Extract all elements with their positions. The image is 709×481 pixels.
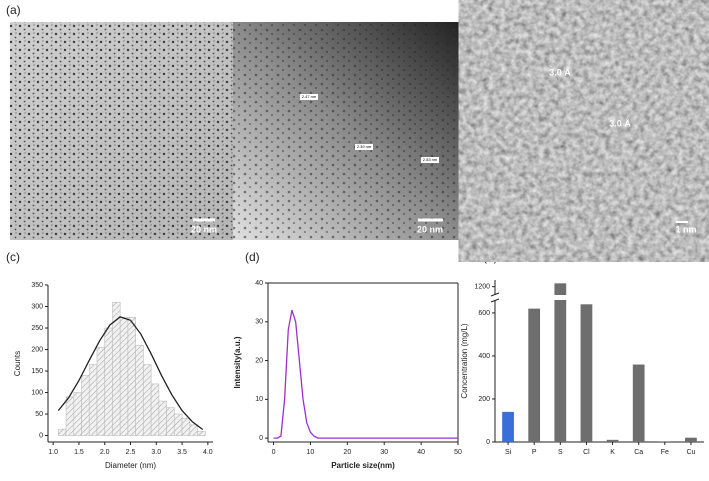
x-tick-label: 40 [417, 449, 425, 456]
annotation: 2.53 nm [423, 157, 438, 162]
histogram-bar [166, 407, 175, 436]
bar [606, 439, 619, 442]
y-tick-label: 20 [255, 357, 263, 364]
x-tick-label: 3.0 [151, 449, 161, 456]
tem-particles [10, 22, 233, 240]
y-tick-label: 300 [31, 303, 43, 310]
histogram-bar [174, 413, 183, 436]
x-tick-label: K [610, 449, 615, 456]
x-tick-label: Si [505, 449, 512, 456]
histogram-bar [119, 316, 129, 436]
hrtem-image [481, 22, 704, 240]
histogram-bar [127, 316, 136, 436]
histogram-bar [197, 430, 206, 436]
histogram-bar [189, 424, 198, 436]
panel-label: (e) [483, 250, 498, 264]
y-tick-label: 0 [486, 439, 490, 446]
histogram-bar [135, 344, 144, 436]
annotation-box [355, 144, 373, 150]
tem-particles [233, 22, 468, 240]
y-tick-label: 10 [255, 396, 263, 403]
histogram-bar [143, 364, 152, 436]
x-tick-label: 0 [272, 449, 276, 456]
x-axis-title: Diameter (nm) [105, 461, 156, 470]
histogram-bar [158, 400, 167, 436]
y-tick-label: 200 [31, 346, 43, 353]
x-tick-label: Cu [686, 449, 695, 456]
y-tick-label: 0 [39, 432, 43, 439]
y-axis-title: Concentration (mg/L) [460, 323, 469, 398]
annotation: 2.47 nm [302, 94, 317, 99]
x-tick-label: 50 [454, 449, 462, 456]
x-tick-label: Cl [583, 449, 590, 456]
histogram-bar [88, 364, 98, 436]
histogram-bar [150, 383, 160, 436]
y-tick-label: 350 [31, 282, 43, 289]
x-tick-label: 20 [343, 449, 351, 456]
bar [502, 411, 514, 442]
histogram-bar [73, 392, 82, 436]
axis-break [490, 298, 500, 303]
lattice-label: 3.0 Å [549, 67, 571, 77]
panel-label: (b) [483, 3, 498, 17]
x-axis-title: Particle size(nm) [331, 461, 395, 470]
axis-break [490, 292, 500, 297]
bar [554, 300, 567, 442]
annotation: 2.39 nm [357, 144, 372, 149]
panel-label: (d) [245, 250, 260, 264]
y-tick-label: 200 [478, 396, 490, 403]
x-tick-label: 2.5 [126, 449, 136, 456]
annotation-box [421, 157, 439, 163]
y-tick-label: 100 [31, 389, 43, 396]
y-tick-label: 0 [259, 435, 263, 442]
x-tick-label: 1.5 [74, 449, 84, 456]
histogram-bar [65, 396, 75, 436]
bar [658, 441, 671, 442]
y-tick-label: 50 [35, 411, 43, 418]
panel-label: (a) [6, 3, 21, 17]
y-axis-title: Intensity(a.u.) [233, 336, 242, 388]
x-tick-label: 3.5 [177, 449, 187, 456]
histogram-bar [81, 375, 90, 436]
bar [554, 283, 567, 295]
bar [528, 308, 541, 442]
x-tick-label: 2.0 [100, 449, 110, 456]
scale-label: 20 nm [417, 224, 443, 234]
x-tick-label: 10 [307, 449, 315, 456]
scale-label: 1 nm [675, 224, 696, 234]
x-tick-label: S [558, 449, 563, 456]
y-tick-label: 1200 [474, 284, 490, 291]
y-tick-label: 150 [31, 368, 43, 375]
histogram-bar [96, 347, 106, 436]
y-axis-title: Counts [13, 351, 22, 376]
x-tick-label: 4.0 [203, 449, 213, 456]
scale-label: 20 nm [191, 224, 217, 234]
y-tick-label: 600 [478, 310, 490, 317]
bar [685, 437, 697, 442]
panel-label: (c) [6, 250, 20, 264]
x-tick-label: 1.0 [48, 449, 58, 456]
fit-curve [57, 316, 204, 431]
histogram-bar [104, 327, 113, 436]
line-series [273, 309, 458, 439]
x-tick-label: P [532, 449, 537, 456]
x-tick-label: Ca [634, 449, 643, 456]
bar [632, 364, 645, 442]
lattice-label: 3.0 Å [609, 118, 631, 128]
annotation-box [300, 94, 318, 100]
histogram-bar [181, 418, 191, 436]
y-tick-label: 40 [255, 280, 263, 287]
y-tick-label: 400 [478, 353, 490, 360]
x-tick-label: 30 [380, 449, 388, 456]
histogram-bar [58, 428, 67, 436]
y-tick-label: 250 [31, 325, 43, 332]
y-tick-label: 30 [255, 319, 263, 326]
bar [580, 304, 593, 442]
x-tick-label: Fe [661, 449, 669, 456]
